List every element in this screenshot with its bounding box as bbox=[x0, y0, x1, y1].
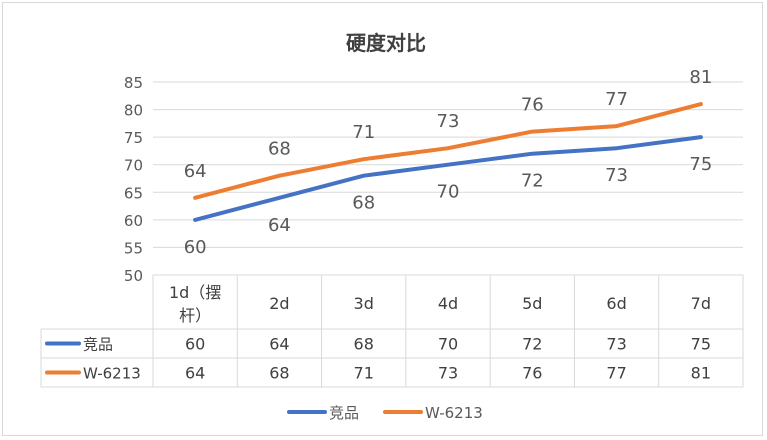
data-label: 73 bbox=[437, 111, 460, 132]
table-cell: 77 bbox=[606, 364, 626, 383]
table-cell: 70 bbox=[438, 335, 458, 354]
data-label: 60 bbox=[184, 237, 207, 258]
category-label: 2d bbox=[269, 294, 289, 313]
data-label: 68 bbox=[352, 193, 375, 214]
data-label: 76 bbox=[521, 95, 544, 116]
table-cell: 73 bbox=[606, 335, 626, 354]
table-series-name: 竞品 bbox=[83, 336, 113, 354]
data-label: 64 bbox=[184, 161, 207, 182]
data-label: 64 bbox=[268, 215, 291, 236]
table-cell: 75 bbox=[691, 335, 711, 354]
table-cell: 68 bbox=[354, 335, 374, 354]
table-cell: 64 bbox=[185, 364, 205, 383]
category-label: 3d bbox=[354, 294, 374, 313]
data-label: 73 bbox=[605, 165, 628, 186]
series-line bbox=[193, 135, 703, 222]
data-label: 68 bbox=[268, 139, 291, 160]
table-cell: 76 bbox=[522, 364, 542, 383]
y-tick-label: 70 bbox=[124, 157, 143, 175]
series-lines bbox=[193, 102, 703, 222]
data-label: 77 bbox=[605, 89, 628, 110]
y-tick-label: 80 bbox=[124, 102, 143, 120]
y-axis-ticks: 50 55 60 65 70 75 80 85 bbox=[124, 74, 143, 285]
line-chart: 硬度对比 50 55 60 65 70 75 80 85 1d（摆杆） 2d 3d 4d 5d 6d 7d… bbox=[40, 31, 744, 422]
series-line bbox=[193, 102, 703, 200]
category-label: 6d bbox=[606, 294, 626, 313]
chart-title: 硬度对比 bbox=[346, 31, 426, 55]
category-label: 1d（摆 bbox=[169, 283, 221, 302]
data-label: 72 bbox=[521, 171, 544, 192]
chart-frame: 硬度对比 50 55 60 65 70 75 80 85 1d（摆杆） 2d 3d 4d 5d 6d 7d… bbox=[2, 2, 763, 436]
data-label: 81 bbox=[689, 67, 712, 88]
table-cell: 68 bbox=[269, 364, 289, 383]
data-table: 1d（摆杆） 2d 3d 4d 5d 6d 7d 竞品 60 64 68 70 72 73 75 W-6213… bbox=[40, 275, 744, 388]
data-label: 71 bbox=[352, 122, 375, 143]
table-cell: 71 bbox=[354, 364, 374, 383]
category-label: 4d bbox=[438, 294, 458, 313]
category-label: 5d bbox=[522, 294, 542, 313]
y-tick-label: 85 bbox=[124, 74, 143, 92]
table-series-name: W-6213 bbox=[83, 365, 141, 383]
category-label: 7d bbox=[691, 294, 711, 313]
y-tick-label: 75 bbox=[124, 129, 143, 147]
y-tick-label: 60 bbox=[124, 212, 143, 230]
legend-label: W-6213 bbox=[425, 404, 483, 422]
table-cell: 72 bbox=[522, 335, 542, 354]
table-cell: 81 bbox=[691, 364, 711, 383]
table-cell: 60 bbox=[185, 335, 205, 354]
legend-label: 竞品 bbox=[329, 404, 359, 422]
category-label: 杆） bbox=[179, 306, 211, 325]
table-cell: 64 bbox=[269, 335, 289, 354]
y-tick-label: 65 bbox=[124, 184, 143, 202]
y-tick-label: 50 bbox=[124, 267, 143, 285]
data-labels: 60 64 68 70 72 73 75 64 68 71 73 76 77 81 bbox=[184, 67, 713, 258]
table-cell: 73 bbox=[438, 364, 458, 383]
data-label: 75 bbox=[689, 154, 712, 175]
legend: 竞品 W-6213 bbox=[287, 404, 483, 422]
y-tick-label: 55 bbox=[124, 239, 143, 257]
data-label: 70 bbox=[437, 182, 460, 203]
